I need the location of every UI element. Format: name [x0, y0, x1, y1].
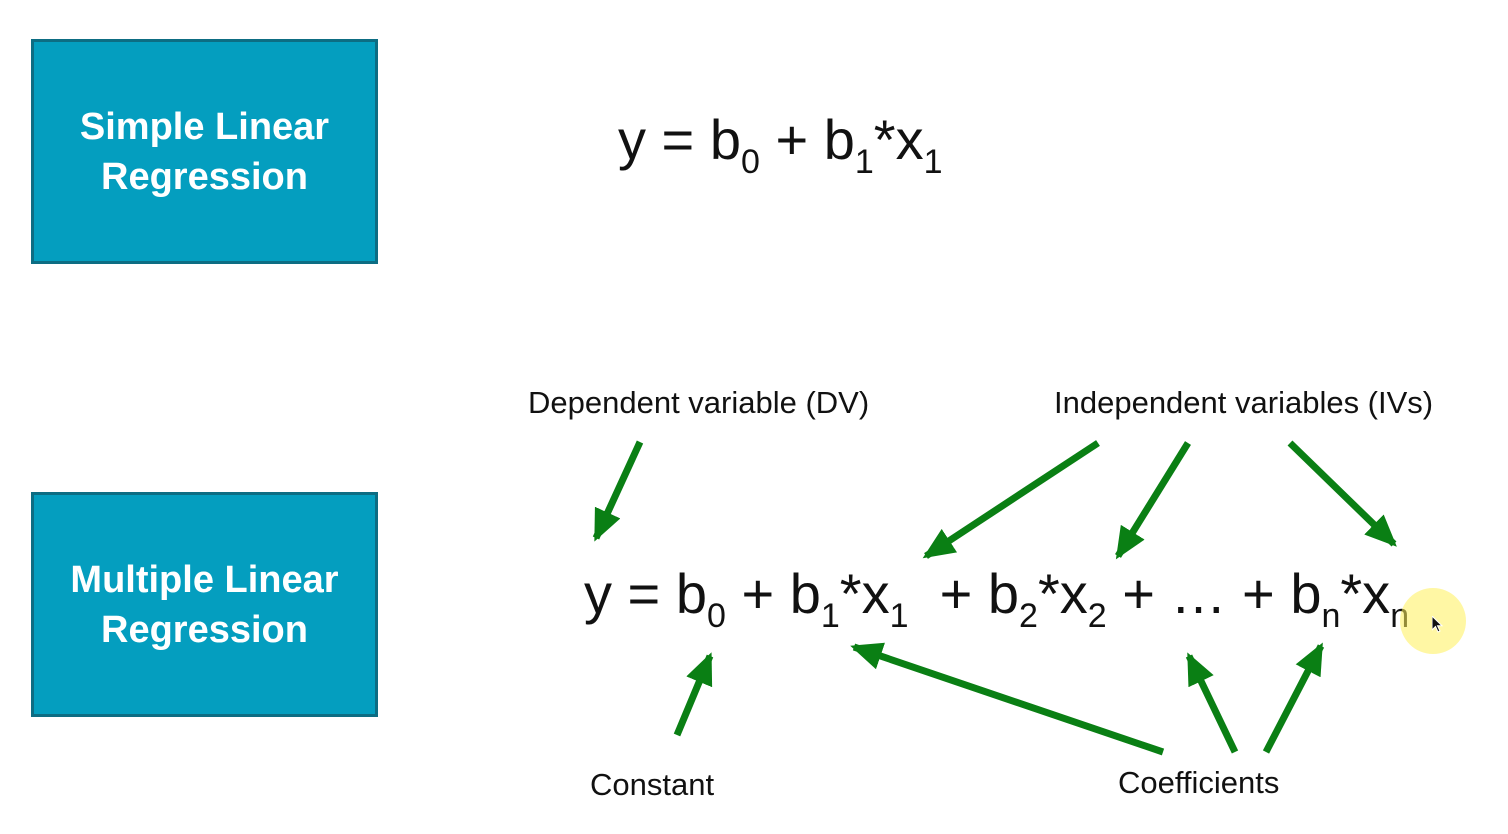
eq-term: y = b — [584, 562, 707, 625]
eq-subscript: 0 — [740, 143, 760, 181]
eq-subscript: 2 — [1019, 597, 1038, 635]
eq-term: + b — [725, 562, 821, 625]
eq-subscript: 0 — [706, 597, 726, 635]
arrow-coef-b2 — [1185, 652, 1239, 754]
mouse-pointer-icon — [1432, 616, 1444, 633]
eq-subscript: 1 — [820, 597, 840, 635]
multiple-regression-equation: y = b0 + b1*x1 + b2*x2 + … + bn*xn — [584, 566, 1409, 634]
eq-subscript: 1 — [854, 143, 874, 181]
eq-subscript: 2 — [1087, 597, 1107, 635]
eq-term: + b — [759, 108, 855, 171]
eq-subscript: n — [1321, 597, 1341, 635]
eq-term: *x — [1037, 562, 1088, 625]
arrow-constant — [673, 652, 714, 737]
multiple-box-line1: Multiple Linear — [70, 558, 339, 601]
eq-subscript: 1 — [923, 143, 943, 181]
arrow-iv-x1 — [922, 440, 1100, 559]
multiple-box-line2: Regression — [101, 608, 308, 651]
simple-box-line1: Simple Linear — [79, 105, 330, 148]
arrow-dv — [592, 440, 644, 542]
eq-term: y = b — [618, 108, 741, 171]
eq-subscript: 1 — [889, 597, 909, 635]
independent-variables-label: Independent variables (IVs) — [1054, 385, 1434, 420]
arrow-iv-x2 — [1115, 441, 1191, 560]
eq-term: + b — [908, 562, 1020, 625]
eq-term: *x — [873, 108, 924, 171]
simple-box-line2: Regression — [101, 155, 308, 198]
simple-linear-regression-box: Simple Linear Regression — [31, 39, 378, 264]
arrow-coef-bn — [1262, 642, 1325, 754]
multiple-linear-regression-box: Multiple Linear Regression — [31, 492, 378, 717]
dependent-variable-label: Dependent variable (DV) — [528, 385, 870, 420]
eq-term: *x — [839, 562, 890, 625]
eq-term: *x — [1340, 562, 1391, 625]
constant-label: Constant — [590, 767, 715, 802]
arrow-iv-xn — [1287, 440, 1397, 547]
eq-term: + … + b — [1106, 562, 1322, 625]
arrow-coef-b1 — [850, 642, 1165, 756]
simple-regression-equation: y = b0 + b1*x1 — [618, 112, 943, 180]
coefficients-label: Coefficients — [1118, 765, 1280, 800]
